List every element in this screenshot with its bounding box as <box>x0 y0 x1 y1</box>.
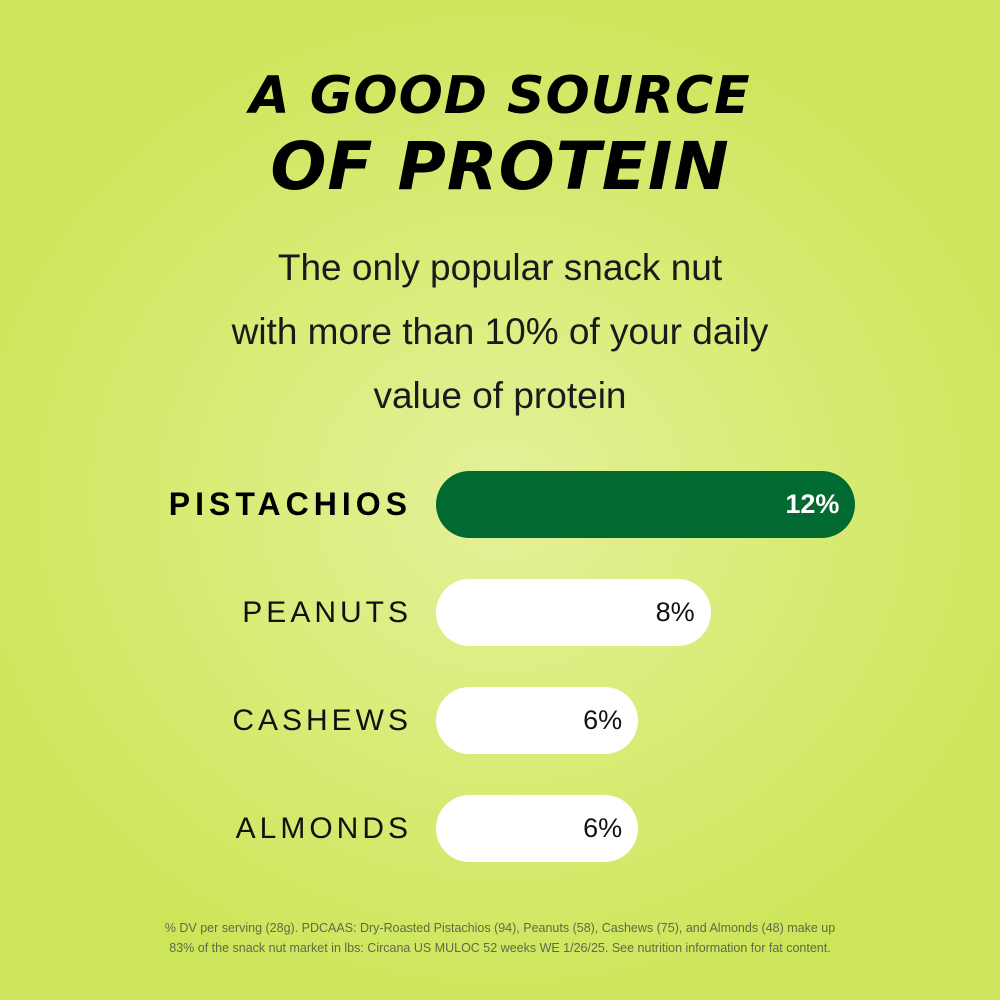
category-label-cashews: CASHEWS <box>232 704 412 737</box>
footnote-line: 83% of the snack nut market in lbs: Circ… <box>169 941 831 955</box>
bar-cashews: 6% <box>436 687 639 754</box>
title-line-2: OF PROTEIN <box>270 128 730 205</box>
footnote-line: % DV per serving (28g). PDCAAS: Dry-Roas… <box>164 921 836 935</box>
subtitle-line: value of protein <box>373 375 627 416</box>
value-label: 12% <box>785 489 840 519</box>
footnote: % DV per serving (28g). PDCAAS: Dry-Roas… <box>0 918 1000 958</box>
value-label: 6% <box>583 705 623 735</box>
subtitle-line: The only popular snack nut <box>277 247 723 288</box>
category-label-pistachios: PISTACHIOS <box>168 486 412 522</box>
subtitle: The only popular snack nut with more tha… <box>0 236 1000 428</box>
bar-peanuts: 8% <box>436 579 711 646</box>
category-label-almonds: ALMONDS <box>235 812 412 845</box>
value-label: 6% <box>583 813 623 843</box>
bar-almonds: 6% <box>436 795 639 862</box>
bar-pistachios: 12% <box>436 471 856 538</box>
category-label-peanuts: PEANUTS <box>242 596 412 629</box>
value-label: 8% <box>655 597 695 627</box>
subtitle-line: with more than 10% of your daily <box>231 311 769 352</box>
title-line-1: A GOOD SOURCE <box>249 66 751 126</box>
